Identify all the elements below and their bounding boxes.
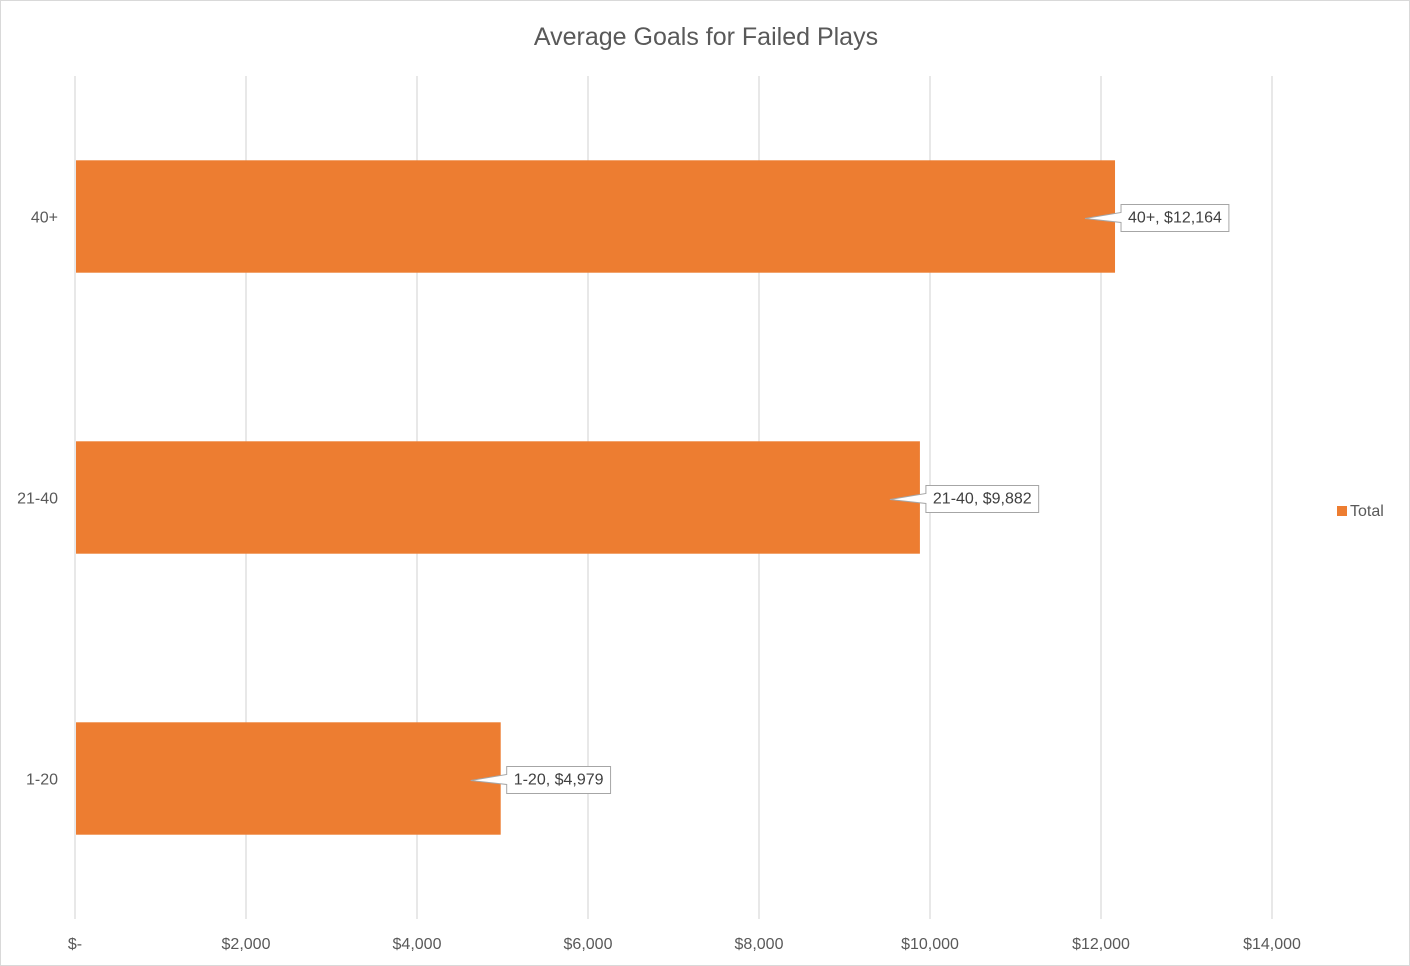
x-tick-label: $10,000 [901,936,959,953]
data-label-text: 1-20, $4,979 [514,772,604,789]
data-label-box [889,485,1040,513]
data-label: 21-40, $9,882 [889,485,1040,513]
y-tick-label: 21-40 [17,491,58,508]
value-axis: $- $2,000 $4,000 $6,000 $8,000 $10,000 $12,000… [68,936,1301,953]
data-label-box [470,766,612,794]
data-labels: 40+, $12,164 21-40, $9,882 1-20, $4,979 [470,204,1230,794]
y-tick-label: 1-20 [26,772,58,789]
x-tick-label: $12,000 [1072,936,1130,953]
chart-title: Average Goals for Failed Plays [534,23,878,51]
x-tick-label: $8,000 [735,936,784,953]
legend-swatch-total [1337,506,1347,516]
bars [76,160,1116,835]
x-tick-label: $- [68,936,82,953]
data-label: 40+, $12,164 [1084,204,1230,232]
bar [76,160,1116,273]
category-axis: 40+ 21-40 1-20 [17,210,58,789]
x-tick-label: $2,000 [222,936,271,953]
legend: Total [1337,503,1384,520]
data-label-box [1084,204,1230,232]
y-tick-label: 40+ [31,210,58,227]
legend-label-total: Total [1350,503,1384,520]
data-label-text: 21-40, $9,882 [933,491,1032,508]
data-label-text: 40+, $12,164 [1128,210,1222,227]
data-label: 1-20, $4,979 [470,766,612,794]
bar [76,441,920,554]
x-tick-label: $6,000 [564,936,613,953]
bar [76,722,501,835]
x-tick-label: $14,000 [1243,936,1301,953]
x-tick-label: $4,000 [393,936,442,953]
